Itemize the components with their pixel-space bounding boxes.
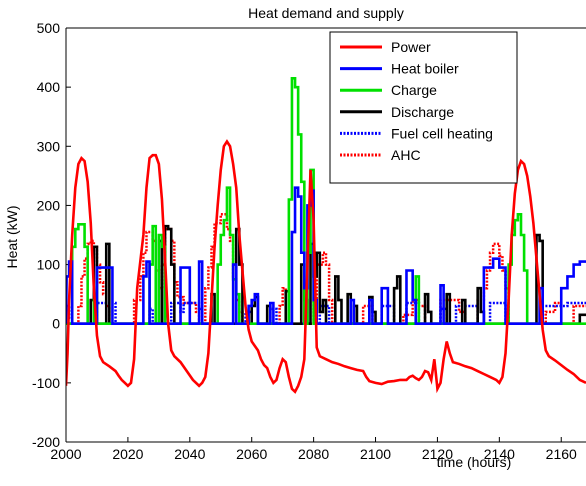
x-tick-label: 2000 [50, 446, 81, 462]
legend-label: Power [391, 39, 431, 55]
legend: Power Heat boiler Charge Discharge Fuel cell… [329, 31, 518, 184]
x-tick-label: 2120 [422, 446, 453, 462]
x-tick-label: 2100 [360, 446, 391, 462]
y-tick-label: 400 [37, 79, 61, 95]
x-axis-ticks: 2000 2020 2040 2060 2080 2100 2120 2140 2160 [50, 437, 577, 462]
legend-label: AHC [391, 147, 421, 163]
x-tick-label: 2140 [484, 446, 515, 462]
legend-label: Heat boiler [391, 61, 459, 77]
y-axis-ticks: -200 -100 0 100 200 300 400 500 [32, 20, 71, 450]
series-layer [66, 76, 586, 394]
series-line-discharge [66, 224, 586, 326]
series-line-fuel-cell-heating [66, 301, 586, 325]
series-line-power [66, 139, 586, 394]
y-tick-label: 300 [37, 138, 61, 154]
legend-label: Discharge [391, 104, 454, 120]
x-tick-label: 2080 [298, 446, 329, 462]
x-tick-label: 2040 [174, 446, 205, 462]
y-tick-label: 200 [37, 197, 61, 213]
legend-label: Charge [391, 82, 437, 98]
y-tick-label: 0 [52, 316, 60, 332]
y-axis-label: Heat (kW) [4, 206, 20, 269]
x-tick-label: 2060 [236, 446, 267, 462]
y-tick-label: -200 [32, 434, 60, 450]
chart-title: Heat demand and supply [248, 5, 404, 21]
legend-items: Power Heat boiler Charge Discharge Fuel cell… [340, 39, 493, 163]
x-tick-label: 2020 [112, 446, 143, 462]
x-axis-label: time (hours) [437, 454, 512, 470]
legend-box [329, 31, 518, 184]
legend-label: Fuel cell heating [391, 125, 493, 141]
y-tick-label: -100 [32, 375, 60, 391]
y-tick-label: 500 [37, 20, 61, 36]
x-tick-label: 2160 [546, 446, 577, 462]
y-tick-label: 100 [37, 257, 61, 273]
